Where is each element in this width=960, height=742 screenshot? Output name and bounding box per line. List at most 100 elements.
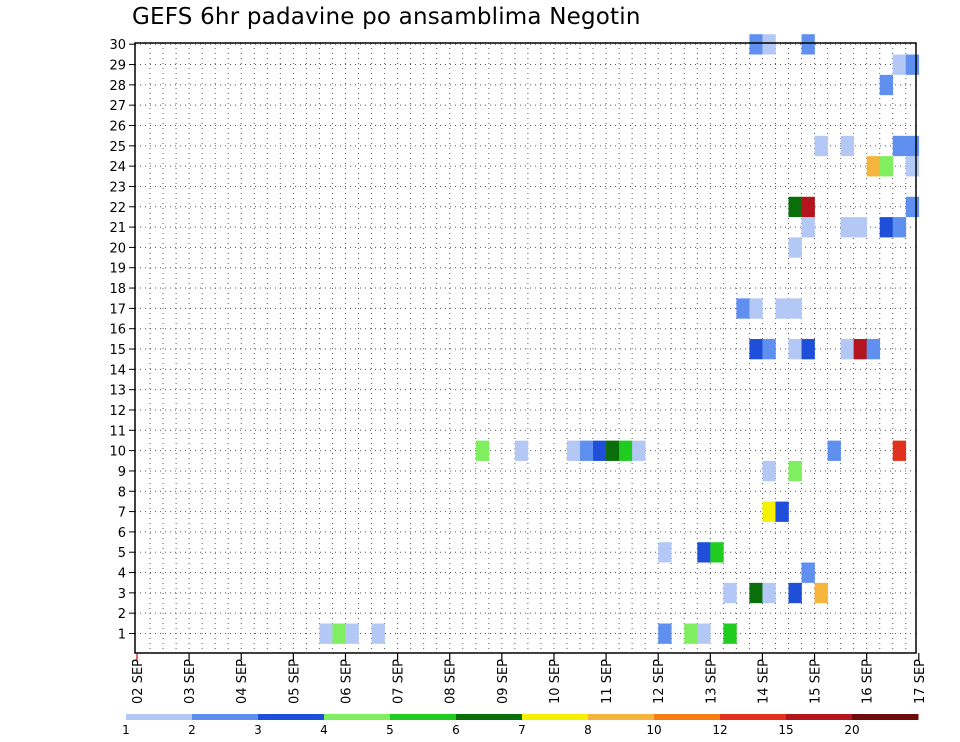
precipitation-cell (905, 135, 920, 157)
x-tick-label: 17 SEP (913, 659, 928, 704)
precipitation-cell (788, 339, 802, 360)
x-tick-label: 12 SEP (652, 659, 667, 704)
y-tick-label: 11 (109, 424, 126, 439)
precipitation-cell (814, 135, 828, 157)
y-tick-label: 4 (118, 567, 126, 582)
precipitation-cell (371, 623, 385, 644)
precipitation-cell (892, 440, 907, 461)
precipitation-cell (840, 339, 854, 360)
x-tick-label: 14 SEP (756, 659, 771, 704)
precipitation-cell (762, 460, 776, 482)
precipitation-cell (827, 440, 841, 461)
precipitation-cell (892, 135, 907, 157)
colorbar-swatch (456, 714, 523, 720)
colorbar-label: 1 (122, 723, 130, 737)
colorbar-swatch (522, 714, 589, 720)
precipitation-cell (866, 339, 881, 360)
y-tick-label: 5 (118, 546, 126, 561)
y-tick-label: 29 (109, 59, 126, 74)
precipitation-cell (658, 542, 672, 563)
colorbar: 1 2 3 4 5 6 7 8 10 12 15 20 (122, 714, 919, 737)
precipitation-cell (762, 339, 776, 360)
colorbar-swatch (324, 714, 391, 720)
precipitation-cell (801, 339, 815, 360)
y-tick-label: 17 (109, 302, 126, 317)
x-tick-label: 13 SEP (704, 659, 719, 704)
precipitation-cell (723, 623, 737, 644)
x-tick-label: 08 SEP (444, 659, 459, 704)
colorbar-label: 10 (646, 723, 661, 737)
y-tick-label: 19 (109, 262, 126, 277)
x-tick-label: 02 SEP (131, 659, 146, 704)
x-tick-label: 16 SEP (861, 659, 876, 704)
colorbar-label: 6 (452, 723, 460, 737)
precipitation-cell (619, 440, 633, 461)
precipitation-cell (840, 217, 854, 238)
precipitation-cell (879, 74, 894, 96)
precipitation-cell (788, 582, 802, 604)
precipitation-cell (749, 34, 763, 55)
colorbar-swatch (588, 714, 655, 720)
precipitation-cell (905, 196, 920, 218)
precipitation-cell (514, 440, 529, 461)
precipitation-cell (762, 582, 776, 604)
precipitation-cell (892, 54, 907, 75)
y-tick-label: 30 (109, 38, 126, 53)
colorbar-label: 20 (844, 723, 859, 737)
y-tick-label: 27 (109, 99, 126, 114)
precipitation-cells (319, 34, 920, 644)
precipitation-cell (319, 623, 333, 644)
precipitation-cell (905, 54, 920, 75)
precipitation-cell (788, 460, 802, 482)
precipitation-cell (632, 440, 646, 461)
precipitation-cell (879, 156, 894, 177)
colorbar-swatch (192, 714, 259, 720)
y-tick-label: 20 (109, 241, 126, 256)
x-tick-label: 04 SEP (235, 659, 250, 704)
colorbar-swatch (126, 714, 193, 720)
y-tick-label: 13 (109, 384, 126, 399)
x-tick-label: 06 SEP (339, 659, 354, 704)
x-tick-label: 03 SEP (183, 659, 198, 704)
precipitation-cell (801, 196, 815, 218)
precipitation-cell (892, 217, 907, 238)
colorbar-label: 15 (778, 723, 793, 737)
precipitation-cell (853, 339, 867, 360)
precipitation-cell (749, 298, 763, 319)
precipitation-cell (879, 217, 894, 238)
x-tick-label: 07 SEP (392, 659, 407, 704)
colorbar-label: 4 (320, 723, 328, 737)
y-tick-label: 26 (109, 120, 126, 135)
colorbar-label: 12 (712, 723, 727, 737)
y-tick-label: 1 (118, 628, 126, 643)
precipitation-cell (866, 156, 881, 177)
x-tick-label: 15 SEP (809, 659, 824, 704)
colorbar-swatch (852, 714, 919, 720)
precipitation-cell (814, 582, 828, 604)
colorbar-swatch (390, 714, 457, 720)
y-tick-label: 7 (118, 506, 126, 521)
y-tick-label: 3 (118, 587, 126, 602)
colorbar-swatch (720, 714, 787, 720)
precipitation-cell (345, 623, 359, 644)
x-tick-label: 11 SEP (600, 659, 615, 704)
precipitation-cell (801, 34, 815, 55)
y-tick-label: 14 (109, 363, 126, 378)
precipitation-cell (801, 217, 815, 238)
plot-frame (134, 42, 917, 654)
precipitation-cell (788, 298, 802, 319)
colorbar-label: 5 (386, 723, 394, 737)
precipitation-cell (658, 623, 672, 644)
precipitation-cell (697, 542, 711, 563)
colorbar-label: 7 (518, 723, 526, 737)
precipitation-cell (762, 501, 776, 522)
chart-title: GEFS 6hr padavine po ansamblima Negotin (132, 4, 641, 30)
y-tick-label: 25 (109, 140, 126, 155)
colorbar-swatch (258, 714, 325, 720)
x-tick-label: 09 SEP (496, 659, 511, 704)
precipitation-cell (840, 135, 854, 157)
precipitation-cell (684, 623, 698, 644)
precipitation-cell (736, 298, 750, 319)
colorbar-label: 2 (188, 723, 196, 737)
